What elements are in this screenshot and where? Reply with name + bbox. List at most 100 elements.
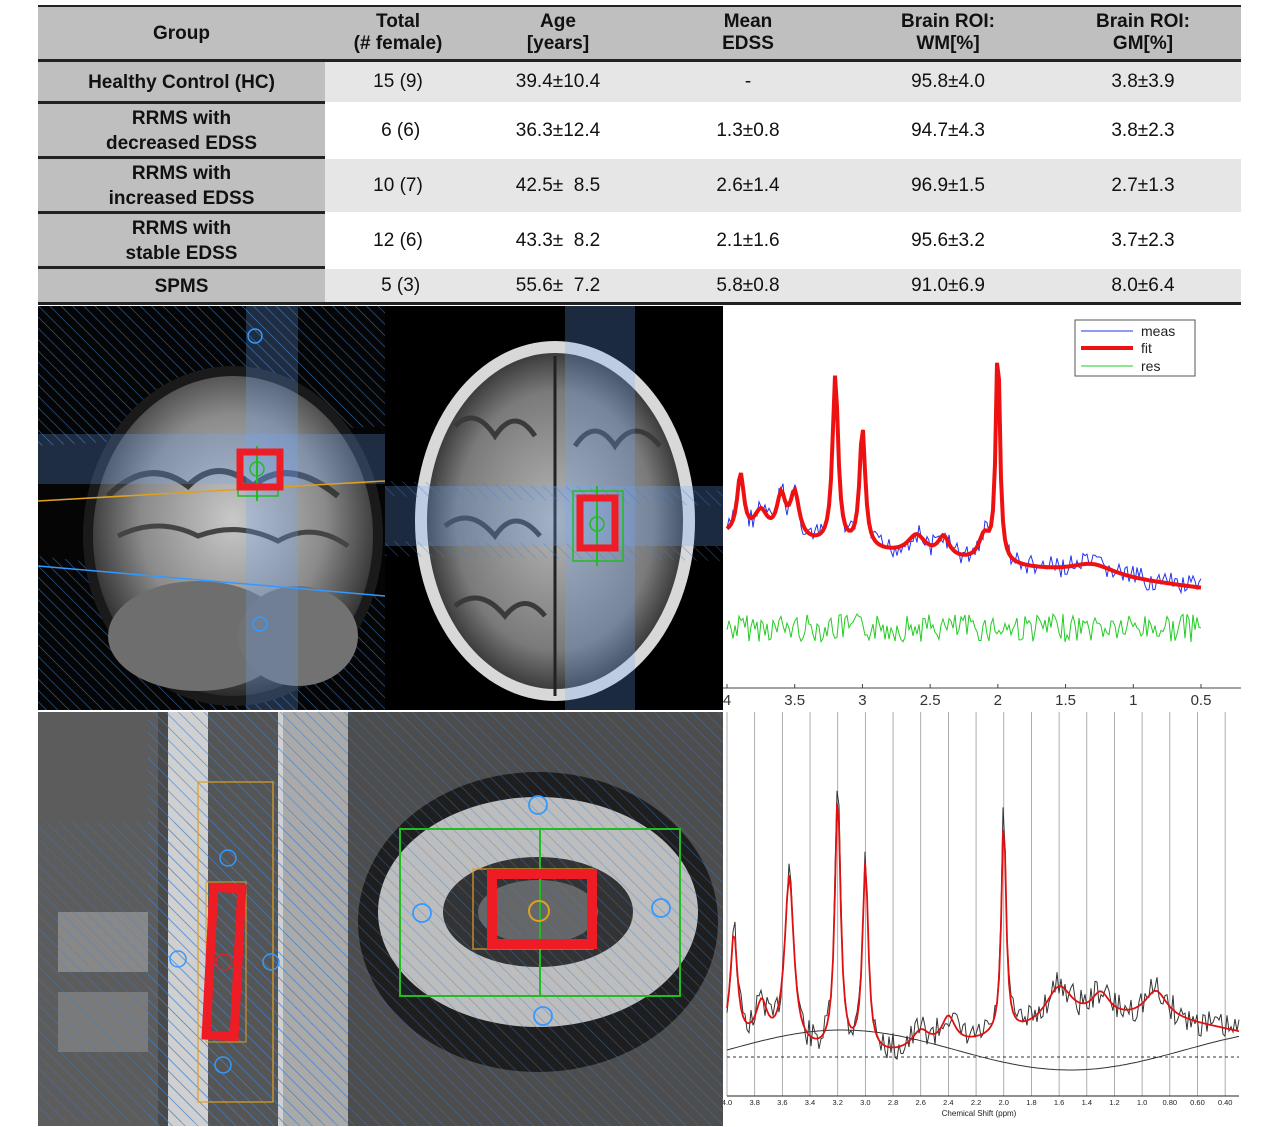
spine-mrs-spectrum: 4.0 3.8 3.6 3.4 3.2 3.0 2.8 2.6 2.4 2.2 2.0 1.8 1.6 1…: [723, 712, 1241, 1126]
edss-cell: 2.6±1.4: [716, 174, 780, 196]
x-tick-label: 0.40: [1218, 1098, 1233, 1107]
gm-cell: 3.8±2.3: [1111, 119, 1175, 141]
group-cell: RRMS with increased EDSS: [38, 159, 325, 212]
group-cell: Healthy Control (HC): [38, 62, 325, 102]
wm-cell: 95.6±3.2: [911, 229, 985, 251]
group-sublabel: stable EDSS: [125, 242, 238, 264]
x-tick-label: 3.6: [777, 1098, 787, 1107]
meas-series-line: [726, 368, 1202, 595]
x-tick-label: 0.5: [1191, 692, 1212, 709]
header-edss: Mean EDSS: [678, 11, 818, 55]
x-tick-label: 1.2: [1109, 1098, 1119, 1107]
header-label: Brain ROI:: [901, 11, 995, 32]
x-axis-label: Chemical Shift (ppm): [942, 1109, 1017, 1118]
brain-coronal-mri: [38, 306, 385, 710]
wm-cell: 96.9±1.5: [911, 174, 985, 196]
row-divider: [38, 101, 325, 104]
x-tick-label: 3.5: [784, 692, 805, 709]
x-tick-label: 4.0: [723, 1098, 732, 1107]
row-divider: [38, 266, 325, 269]
table-row: RRMS with decreased EDSS 6 (6) 36.3±12.4 …: [38, 104, 1241, 157]
age-cell: 39.4±10.4: [515, 71, 601, 92]
x-tick-label: 2.8: [888, 1098, 898, 1107]
wm-cell: 95.8±4.0: [911, 71, 985, 92]
x-tick-label: 4: [723, 692, 731, 709]
group-label: RRMS with: [131, 162, 232, 184]
group-cell: RRMS with decreased EDSS: [38, 104, 325, 157]
edss-cell: 2.1±1.6: [716, 229, 780, 251]
age-cell: 55.6± 7.2: [515, 275, 601, 296]
x-tick-label: 1: [1129, 692, 1137, 709]
brain-mrs-spectrum: 4 3.5 3 2.5 2 1.5 1 0.5 meas fit res: [723, 306, 1241, 710]
x-tick-label: 1.0: [1137, 1098, 1147, 1107]
row-divider: [38, 211, 325, 214]
wm-cell: 94.7±4.3: [911, 119, 985, 141]
total-cell: 5 (3): [375, 275, 421, 296]
header-label: Age: [540, 11, 576, 32]
x-tick-label: 2.6: [916, 1098, 926, 1107]
x-tick-label: 1.8: [1026, 1098, 1036, 1107]
header-age: Age [years]: [478, 11, 638, 55]
edss-cell: 1.3±0.8: [716, 119, 780, 141]
age-cell: 36.3±12.4: [515, 119, 601, 141]
x-tick-label: 1.6: [1054, 1098, 1064, 1107]
age-cell: 42.5± 8.5: [515, 174, 601, 196]
table-row: RRMS with increased EDSS 10 (7) 42.5± 8.5…: [38, 159, 1241, 212]
x-tick-label: 3: [858, 692, 866, 709]
x-tick-label: 0.60: [1190, 1098, 1205, 1107]
table-row: SPMS 5 (3) 55.6± 7.2 5.8±0.8 91.0±6.9 8.…: [38, 269, 1241, 303]
header-label: Brain ROI:: [1096, 11, 1190, 32]
gm-cell: 3.7±2.3: [1111, 229, 1175, 251]
group-label: RRMS with: [131, 107, 232, 129]
header-sublabel: [years]: [526, 33, 590, 54]
x-tick-label: 2.0: [999, 1098, 1009, 1107]
spine-axial-mri: [348, 712, 723, 1126]
total-cell: 12 (6): [373, 229, 423, 251]
header-sublabel: EDSS: [722, 33, 774, 54]
wm-cell: 91.0±6.9: [911, 275, 985, 296]
group-label: RRMS with: [131, 217, 232, 239]
header-sublabel: GM[%]: [1112, 33, 1174, 54]
x-tick-label: 1.4: [1082, 1098, 1092, 1107]
row-divider: [38, 156, 325, 159]
group-label: SPMS: [154, 275, 209, 297]
header-wm: Brain ROI: WM[%]: [868, 11, 1028, 55]
x-tick-label: 2.5: [920, 692, 941, 709]
edss-cell: 5.8±0.8: [716, 275, 780, 296]
total-cell: 15 (9): [373, 71, 423, 92]
x-tick-label: 3.2: [832, 1098, 842, 1107]
x-tick-label: 3.4: [805, 1098, 815, 1107]
legend-meas-label: meas: [1141, 323, 1175, 339]
legend-fit-label: fit: [1141, 340, 1152, 356]
header-sublabel: (# female): [353, 33, 443, 54]
group-cell: SPMS: [38, 269, 325, 303]
table-header: Group Total (# female) Age [years] Mean EDS…: [38, 5, 1241, 62]
x-tick-label: 2.2: [971, 1098, 981, 1107]
group-cell: RRMS with stable EDSS: [38, 214, 325, 267]
legend-res-label: res: [1141, 358, 1160, 374]
gm-cell: 8.0±6.4: [1111, 275, 1175, 296]
x-tick-label: 1.5: [1055, 692, 1076, 709]
group-label: Healthy Control (HC): [88, 71, 275, 93]
edss-cell: -: [744, 71, 752, 92]
total-cell: 6 (6): [375, 119, 421, 141]
group-sublabel: increased EDSS: [108, 187, 255, 209]
x-tick-label: 3.8: [749, 1098, 759, 1107]
header-sublabel: WM[%]: [916, 33, 980, 54]
table-bottom-rule: [38, 302, 1241, 305]
header-gm: Brain ROI: GM[%]: [1063, 11, 1223, 55]
header-label: Total: [376, 11, 420, 32]
res-series-line: [726, 612, 1202, 644]
spine-sagittal-mri: [38, 712, 348, 1126]
x-tick-label: 2.4: [943, 1098, 953, 1107]
header-label: Mean: [723, 11, 773, 32]
header-label: Group: [153, 23, 210, 44]
x-tick-label: 3.0: [860, 1098, 870, 1107]
x-tick-label: 2: [994, 692, 1002, 709]
gm-cell: 3.8±3.9: [1111, 71, 1175, 92]
x-tick-label: 0.80: [1163, 1098, 1178, 1107]
brain-axial-mri: [385, 306, 723, 710]
age-cell: 43.3± 8.2: [515, 229, 601, 251]
header-total: Total (# female): [328, 11, 468, 55]
header-group: Group: [38, 23, 325, 45]
